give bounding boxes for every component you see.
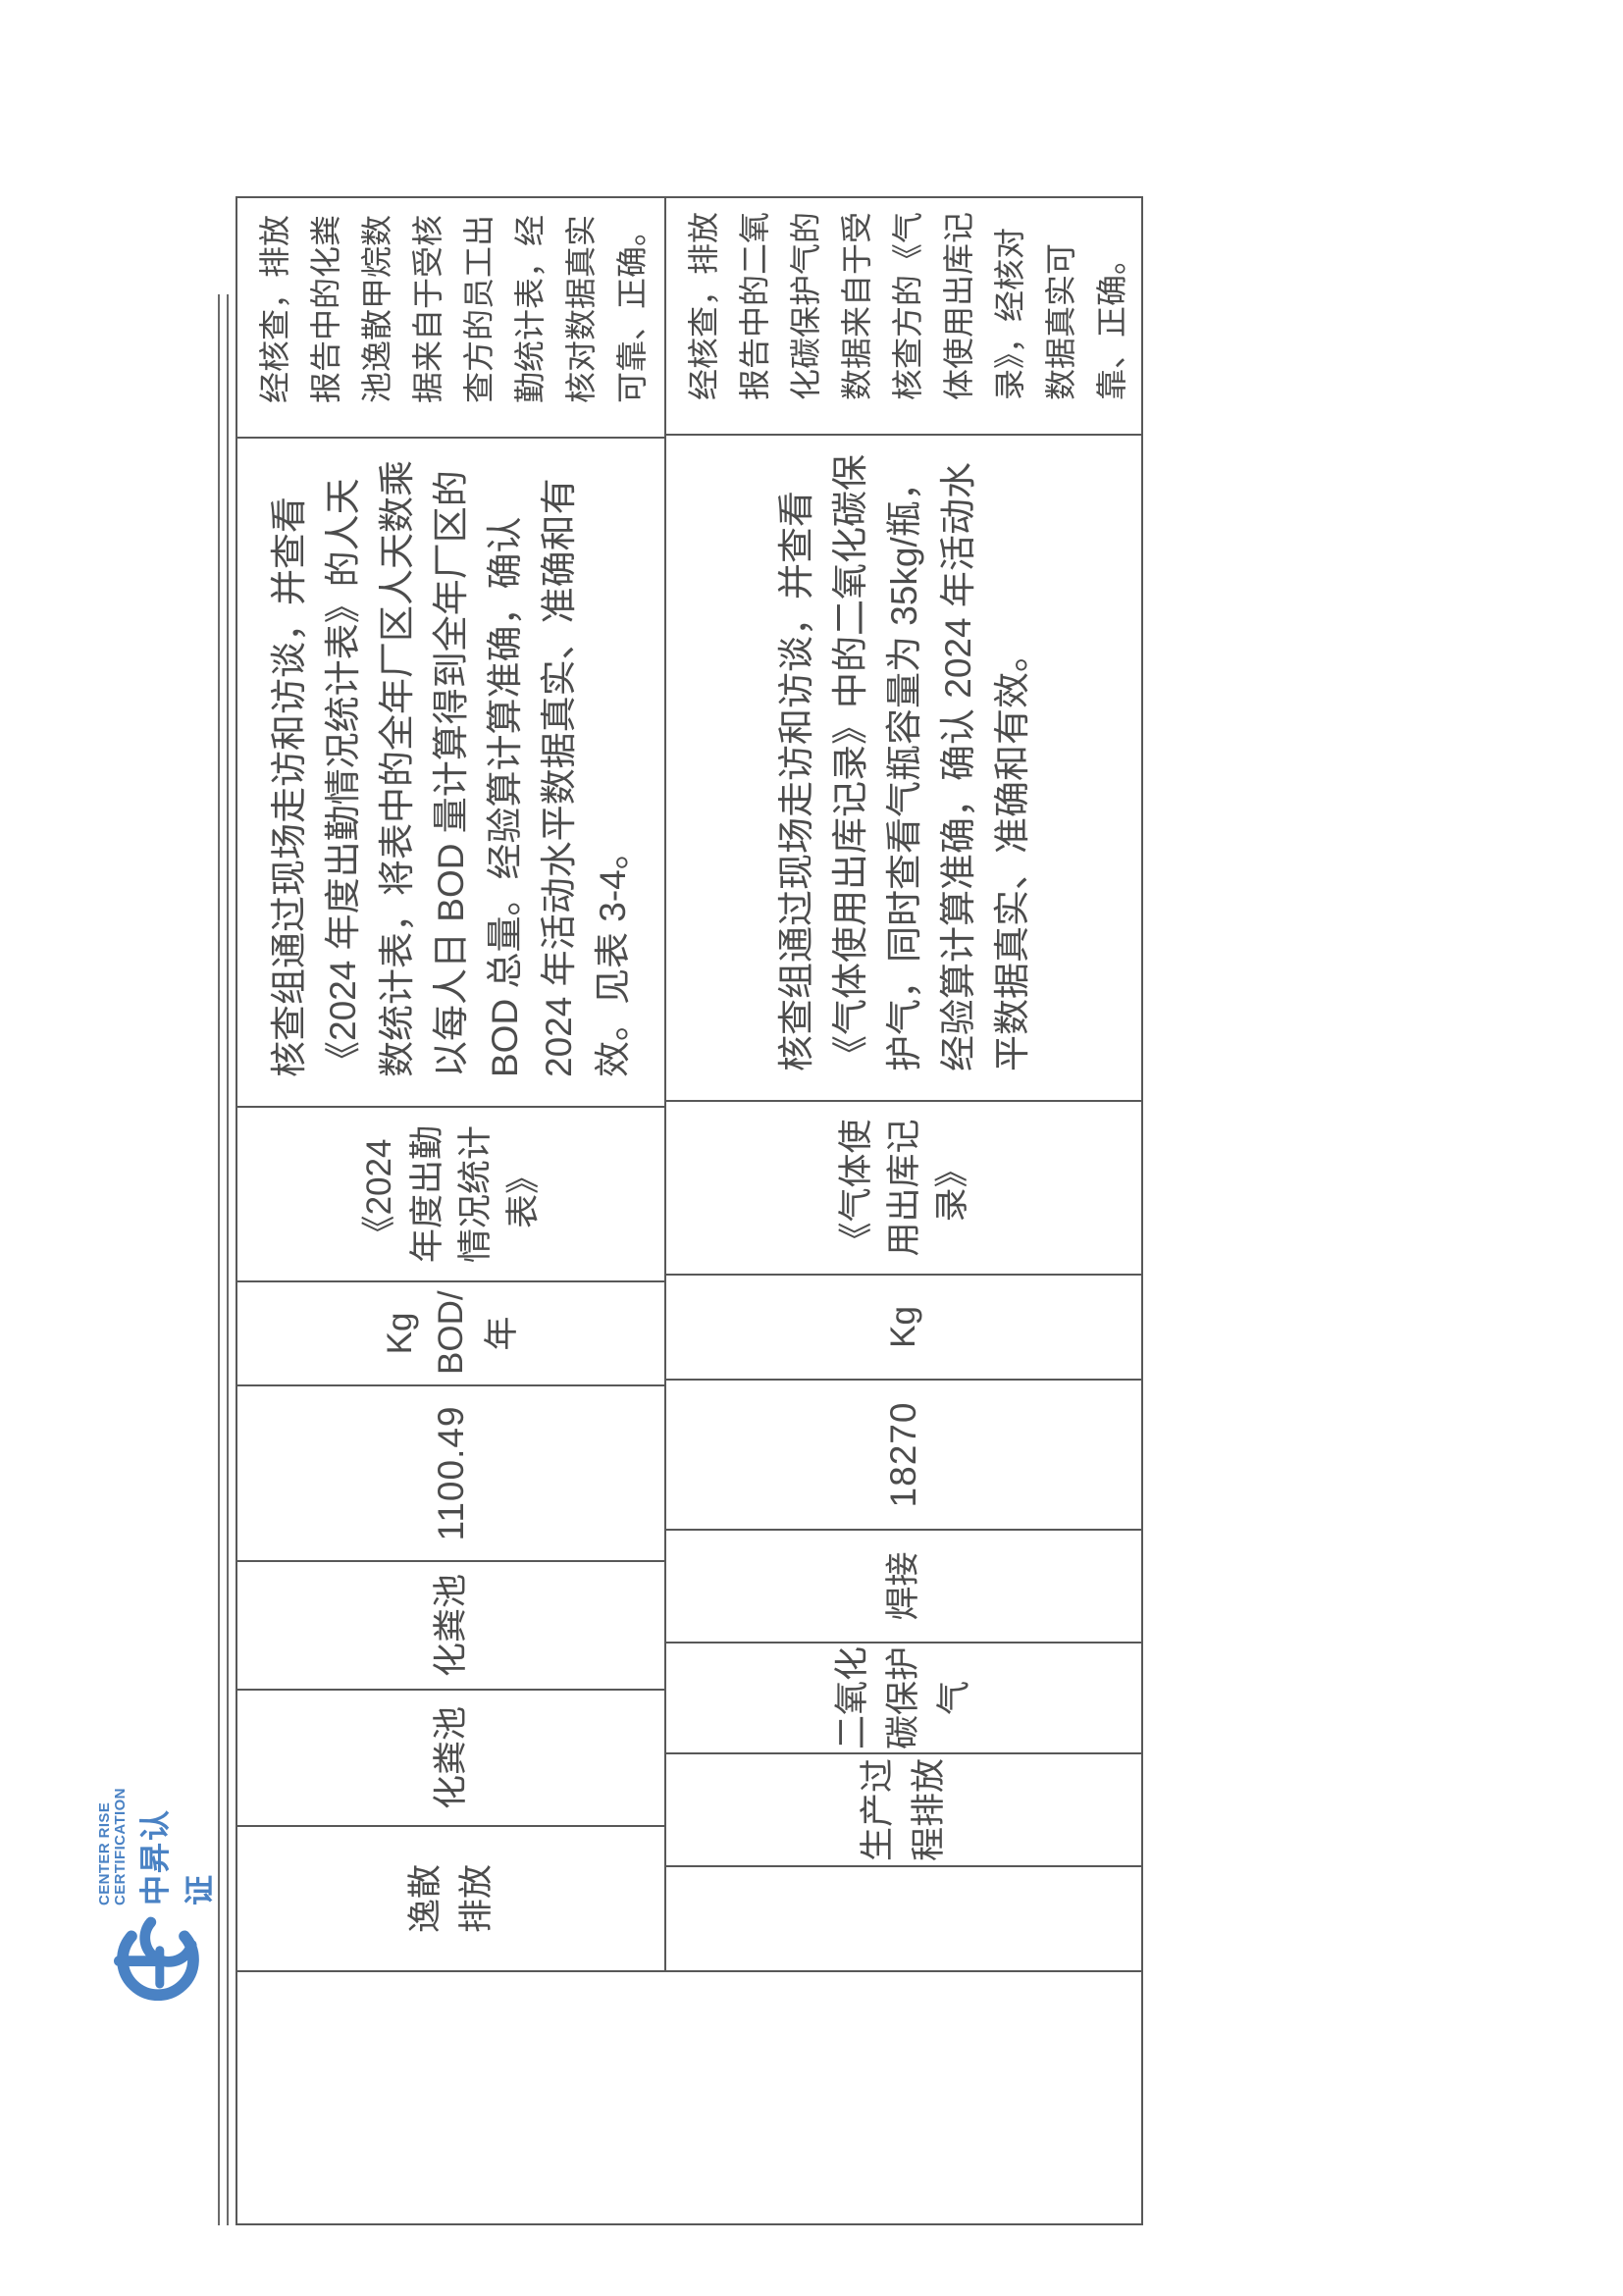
cell-emission-category: 逸散排放 (237, 1825, 664, 1970)
cell-activity-value: 18270 (666, 1379, 1141, 1529)
cell-data-source: 《2024 年度出勤情况统计表》 (237, 1106, 664, 1280)
cell-unit: Kg BOD/年 (237, 1280, 664, 1384)
merged-empty-cell (237, 1970, 1141, 2223)
cell-activity-value: 1100.49 (237, 1384, 664, 1560)
cell-unit: Kg (666, 1274, 1141, 1379)
table-grid: 逸散排放 化粪池 化粪池 1100.49 Kg BOD/年 (236, 196, 1143, 2225)
cell-emission-facility: 化粪池 (237, 1689, 664, 1825)
double-rule (218, 294, 220, 2225)
table-rows: 逸散排放 化粪池 化粪池 1100.49 Kg BOD/年 (237, 198, 1141, 1970)
crc-logo: CENTER RISE CERTIFICATION 中昇认证 (96, 1778, 217, 2002)
crc-logo-text: CENTER RISE CERTIFICATION 中昇认证 (96, 1778, 219, 1905)
cell-verification-process: 核查组通过现场走访和访谈，并查看《2024 年度出勤情况统计表》的人天数统计表，… (237, 437, 664, 1106)
cell-data-source: 《气体使用出库记录》 (666, 1100, 1141, 1274)
logo-cn: 中昇认证 (138, 1808, 217, 1905)
cell-verification-process: 核查组通过现场走访和访谈，并查看《气体使用出库记录》中的二氧化碳保护气，同时查看… (666, 434, 1141, 1100)
cell-verification-conclusion: 经核查，排放报告中的二氧化碳保护气的数据来自于受核查方的《气体使用出库记录》，经… (686, 211, 1129, 400)
cell-emission-category: 生产过程排放 (666, 1752, 1141, 1865)
cell-emission-segment: 化粪池 (237, 1560, 664, 1689)
table-row-co2-gas: 生产过程排放 二氧化碳保护气 焊接 18270 Kg 《气体 (666, 198, 1141, 1970)
verification-table: 逸散排放 化粪池 化粪池 1100.49 Kg BOD/年 (218, 196, 1143, 2225)
cell-verification-conclusion: 经核查，排放报告中的化粪池逸散甲烷数据来自于受核查方的员工出勤统计表，经核对数据… (257, 214, 650, 403)
table-row-septic-tank: 逸散排放 化粪池 化粪池 1100.49 Kg BOD/年 (237, 198, 666, 1970)
cell-emission-segment: 焊接 (666, 1529, 1141, 1642)
logo-en-line1: CENTER RISE (96, 1801, 113, 1905)
double-rule (227, 294, 229, 2225)
crc-logo-icon (114, 1916, 199, 2002)
logo-en-line2: CERTIFICATION (112, 1788, 129, 1905)
cell-emission-facility: 二氧化碳保护气 (666, 1642, 1141, 1752)
cell-blank (666, 1865, 1141, 1970)
